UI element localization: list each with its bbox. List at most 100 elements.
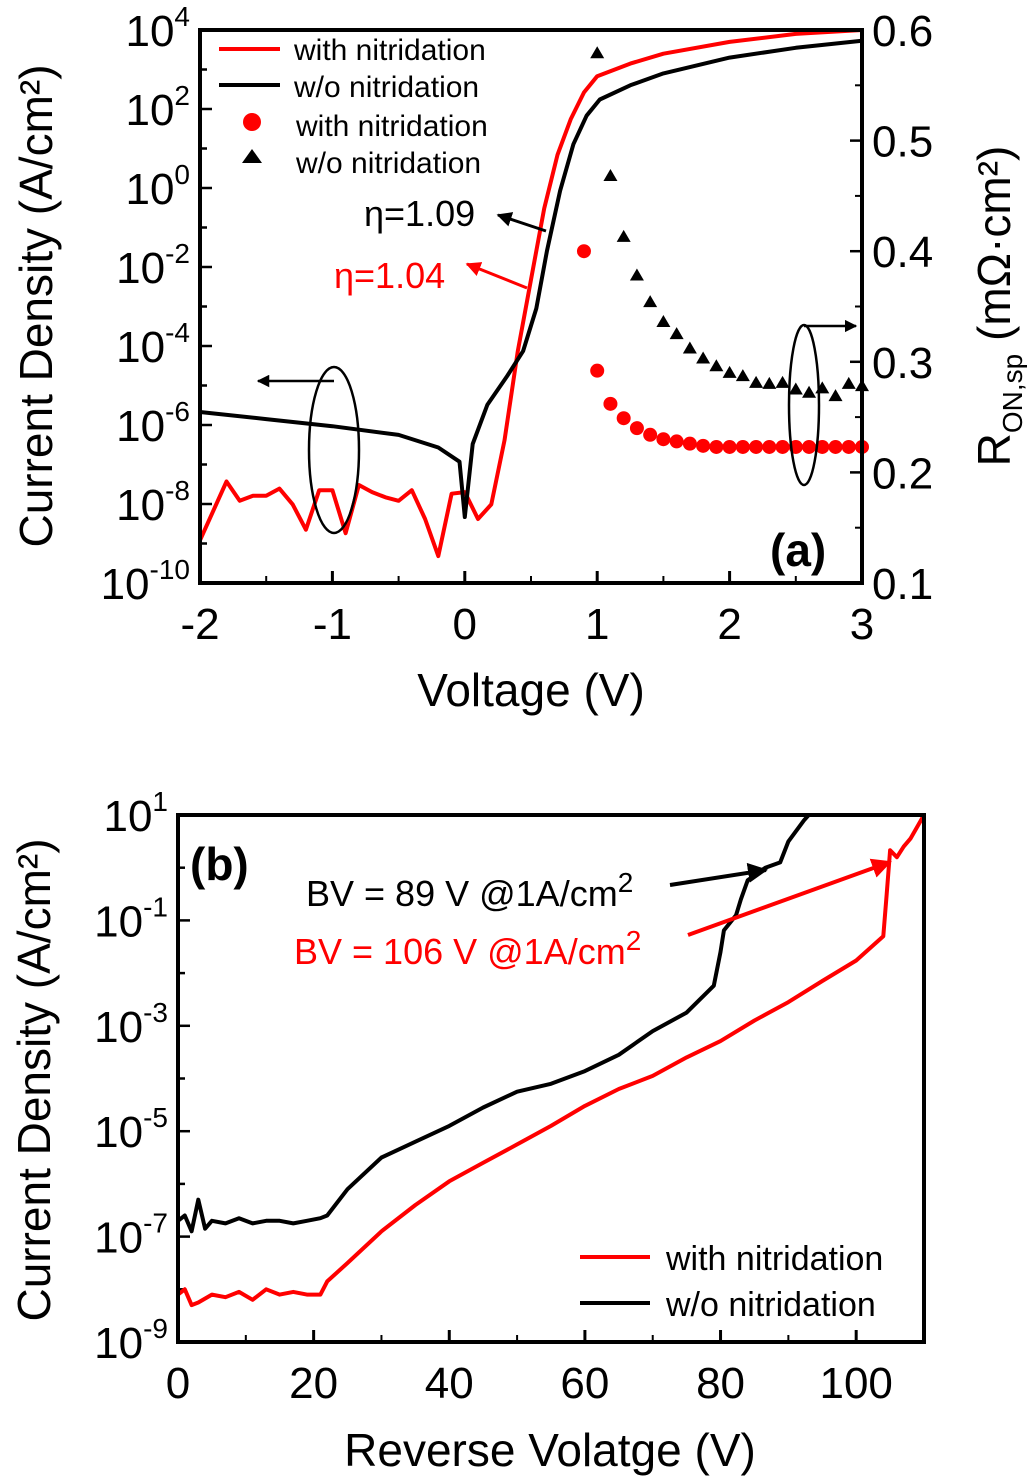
bv-with-text: BV = 106 V @1A/cm (294, 931, 626, 972)
panel-a-legend: with nitridation w/o nitridation with ni… (219, 34, 488, 180)
data-point-triangle (669, 327, 684, 340)
data-point-triangle (643, 295, 658, 308)
x-tick-label: -1 (313, 600, 352, 649)
panel-a-x-axis-title: Voltage (V) (417, 664, 645, 716)
eta-without-label: η=1.09 (364, 193, 475, 234)
data-point-circle (696, 438, 711, 453)
data-point-circle (802, 439, 817, 454)
x-tick-label: 3 (850, 600, 874, 649)
x-tick-label: 20 (289, 1359, 338, 1408)
data-point-triangle (802, 385, 817, 398)
data-point-triangle (656, 314, 671, 327)
bv-without-text: BV = 89 V @1A/cm (306, 873, 618, 914)
eta-with-label: η=1.04 (334, 255, 445, 296)
y2-title-sub: ON,sp (997, 354, 1027, 433)
data-point-circle (722, 439, 737, 454)
panel-b-legend: with nitridation w/o nitridation (580, 1240, 883, 1324)
panel-a-y-axis-title: Current Density (A/cm²) (10, 64, 62, 547)
legend-triangle-marker (242, 149, 262, 163)
bv-without-sup: 2 (618, 867, 634, 898)
legend-label: w/o nitridation (293, 71, 479, 104)
series-line-without-nitridation (199, 38, 863, 519)
data-point-circle (682, 436, 697, 451)
y2-title-unit: (mΩ·cm²) (968, 146, 1020, 354)
data-point-circle (669, 434, 684, 449)
data-point-triangle (762, 376, 777, 389)
data-point-circle (749, 439, 764, 454)
data-point-circle (603, 396, 618, 411)
legend-label: with nitridation (665, 1240, 883, 1278)
data-point-triangle (696, 351, 711, 364)
data-point-circle (709, 439, 724, 454)
x-tick-label: 2 (717, 600, 741, 649)
x-tick-label: 100 (819, 1359, 892, 1408)
y-tick-label: 102 (125, 80, 190, 135)
data-point-triangle (590, 46, 605, 59)
data-point-circle (643, 427, 658, 442)
y-tick-label: 10-5 (94, 1102, 168, 1157)
legend-label: with nitridation (295, 110, 488, 143)
panel-b-frame (176, 813, 926, 1344)
data-point-circle (815, 439, 830, 454)
data-point-circle (629, 421, 644, 436)
data-point-circle (590, 363, 605, 378)
panel-a-plot-area: -2 -1 0 1 2 3 10-10 10-8 10-6 10-4 10-2 100 102 104 0.… (101, 1, 934, 649)
y-tick-label: 100 (125, 159, 190, 214)
y2-tick-label: 0.4 (872, 228, 933, 277)
eta-with-arrow (465, 262, 528, 290)
legend-label: w/o nitridation (665, 1286, 876, 1324)
x-tick-label: 0 (453, 600, 477, 649)
data-point-triangle (616, 229, 631, 242)
panel-b-plot-area: 0 20 40 60 80 100 10-9 10-7 10-5 10-3 10-1 101 (94, 786, 926, 1408)
bv-with-arrow (687, 858, 892, 937)
series-line-with-nitridation (198, 28, 863, 559)
data-point-triangle (735, 369, 750, 382)
y2-title-main: R (968, 433, 1020, 466)
y2-tick-label: 0.3 (872, 339, 933, 388)
data-point-circle (762, 439, 777, 454)
data-point-triangle (841, 376, 856, 389)
eta-without-arrow (496, 212, 547, 233)
data-point-circle (616, 411, 631, 426)
y-tick-label: 10-9 (94, 1313, 168, 1368)
y-tick-label: 10-1 (94, 891, 168, 946)
data-point-triangle (629, 268, 644, 281)
data-point-triangle (709, 359, 724, 372)
data-point-triangle (682, 341, 697, 354)
y-tick-label: 10-8 (116, 475, 190, 530)
y-tick-label: 104 (125, 1, 190, 56)
x-tick-label: -2 (180, 600, 219, 649)
bv-without-label: BV = 89 V @1A/cm2 (306, 867, 633, 914)
bv-with-sup: 2 (626, 925, 642, 956)
data-point-circle (735, 439, 750, 454)
data-point-triangle (775, 375, 790, 388)
series-line-with-nitridation (176, 814, 926, 1308)
legend-label: w/o nitridation (295, 147, 481, 180)
x-tick-label: 40 (425, 1359, 474, 1408)
x-tick-label: 80 (696, 1359, 745, 1408)
series-line-without-nitridation (176, 813, 811, 1234)
data-point-circle (656, 432, 671, 447)
legend-circle-marker (243, 113, 261, 131)
data-point-triangle (828, 389, 843, 402)
right-axis-group-ellipse (787, 323, 821, 487)
panel-b-x-axis-title: Reverse Volatge (V) (344, 1424, 756, 1476)
data-point-triangle (749, 375, 764, 388)
y-tick-label: 10-6 (116, 396, 190, 451)
data-point-triangle (603, 168, 618, 181)
bv-with-label: BV = 106 V @1A/cm2 (294, 925, 641, 972)
panel-a-frame (198, 28, 864, 585)
y-tick-label: 10-2 (116, 238, 190, 293)
data-point-circle (576, 244, 591, 259)
bv-without-arrow (669, 862, 768, 887)
y-tick-label: 10-3 (94, 997, 168, 1052)
panel-b-label: (b) (190, 838, 249, 890)
x-tick-label: 1 (585, 600, 609, 649)
data-point-triangle (722, 365, 737, 378)
y2-tick-label: 0.6 (872, 7, 933, 56)
data-point-triangle (788, 382, 803, 395)
panel-a: -2 -1 0 1 2 3 10-10 10-8 10-6 10-4 10-2 100 102 104 0.… (10, 1, 1027, 716)
legend-label: with nitridation (293, 34, 486, 67)
